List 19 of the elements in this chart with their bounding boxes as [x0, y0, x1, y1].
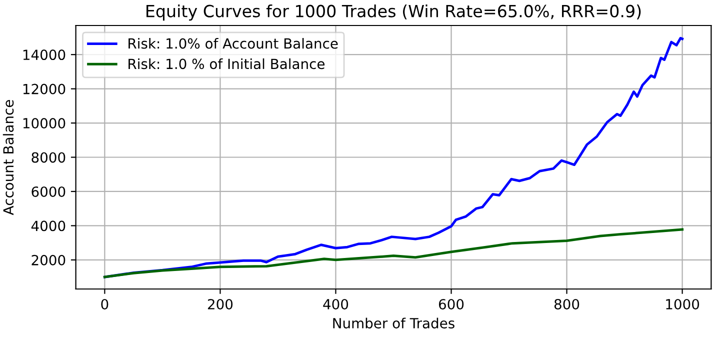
x-tick-label: 1000 [666, 298, 700, 310]
y-tick-label: 10000 [23, 118, 66, 129]
line-series [103, 228, 684, 278]
legend-label: Risk: 1.0 % of Initial Balance [128, 58, 324, 70]
y-axis-title: Account Balance [2, 100, 14, 216]
x-tick-label: 200 [208, 298, 233, 310]
y-tick-label: 4000 [31, 220, 66, 232]
x-tick-label: 0 [101, 298, 108, 310]
x-axis-title: Number of Trades [333, 318, 454, 328]
x-tick-label: 800 [554, 298, 580, 310]
y-tick-label: 12000 [23, 84, 66, 94]
x-tick-label: 600 [438, 298, 464, 310]
x-tick-label: 400 [323, 298, 348, 310]
legend-label: Risk: 1.0% of Account Balance [128, 38, 338, 49]
y-tick-label: 2000 [32, 254, 66, 266]
y-tick-label: 6000 [32, 186, 66, 197]
chart-title: Equity Curves for 1000 Trades (Win Rate=65.0%, RRR=0.9) [146, 4, 641, 21]
y-tick-label: 8000 [32, 152, 66, 163]
y-tick-label: 14000 [23, 50, 66, 60]
